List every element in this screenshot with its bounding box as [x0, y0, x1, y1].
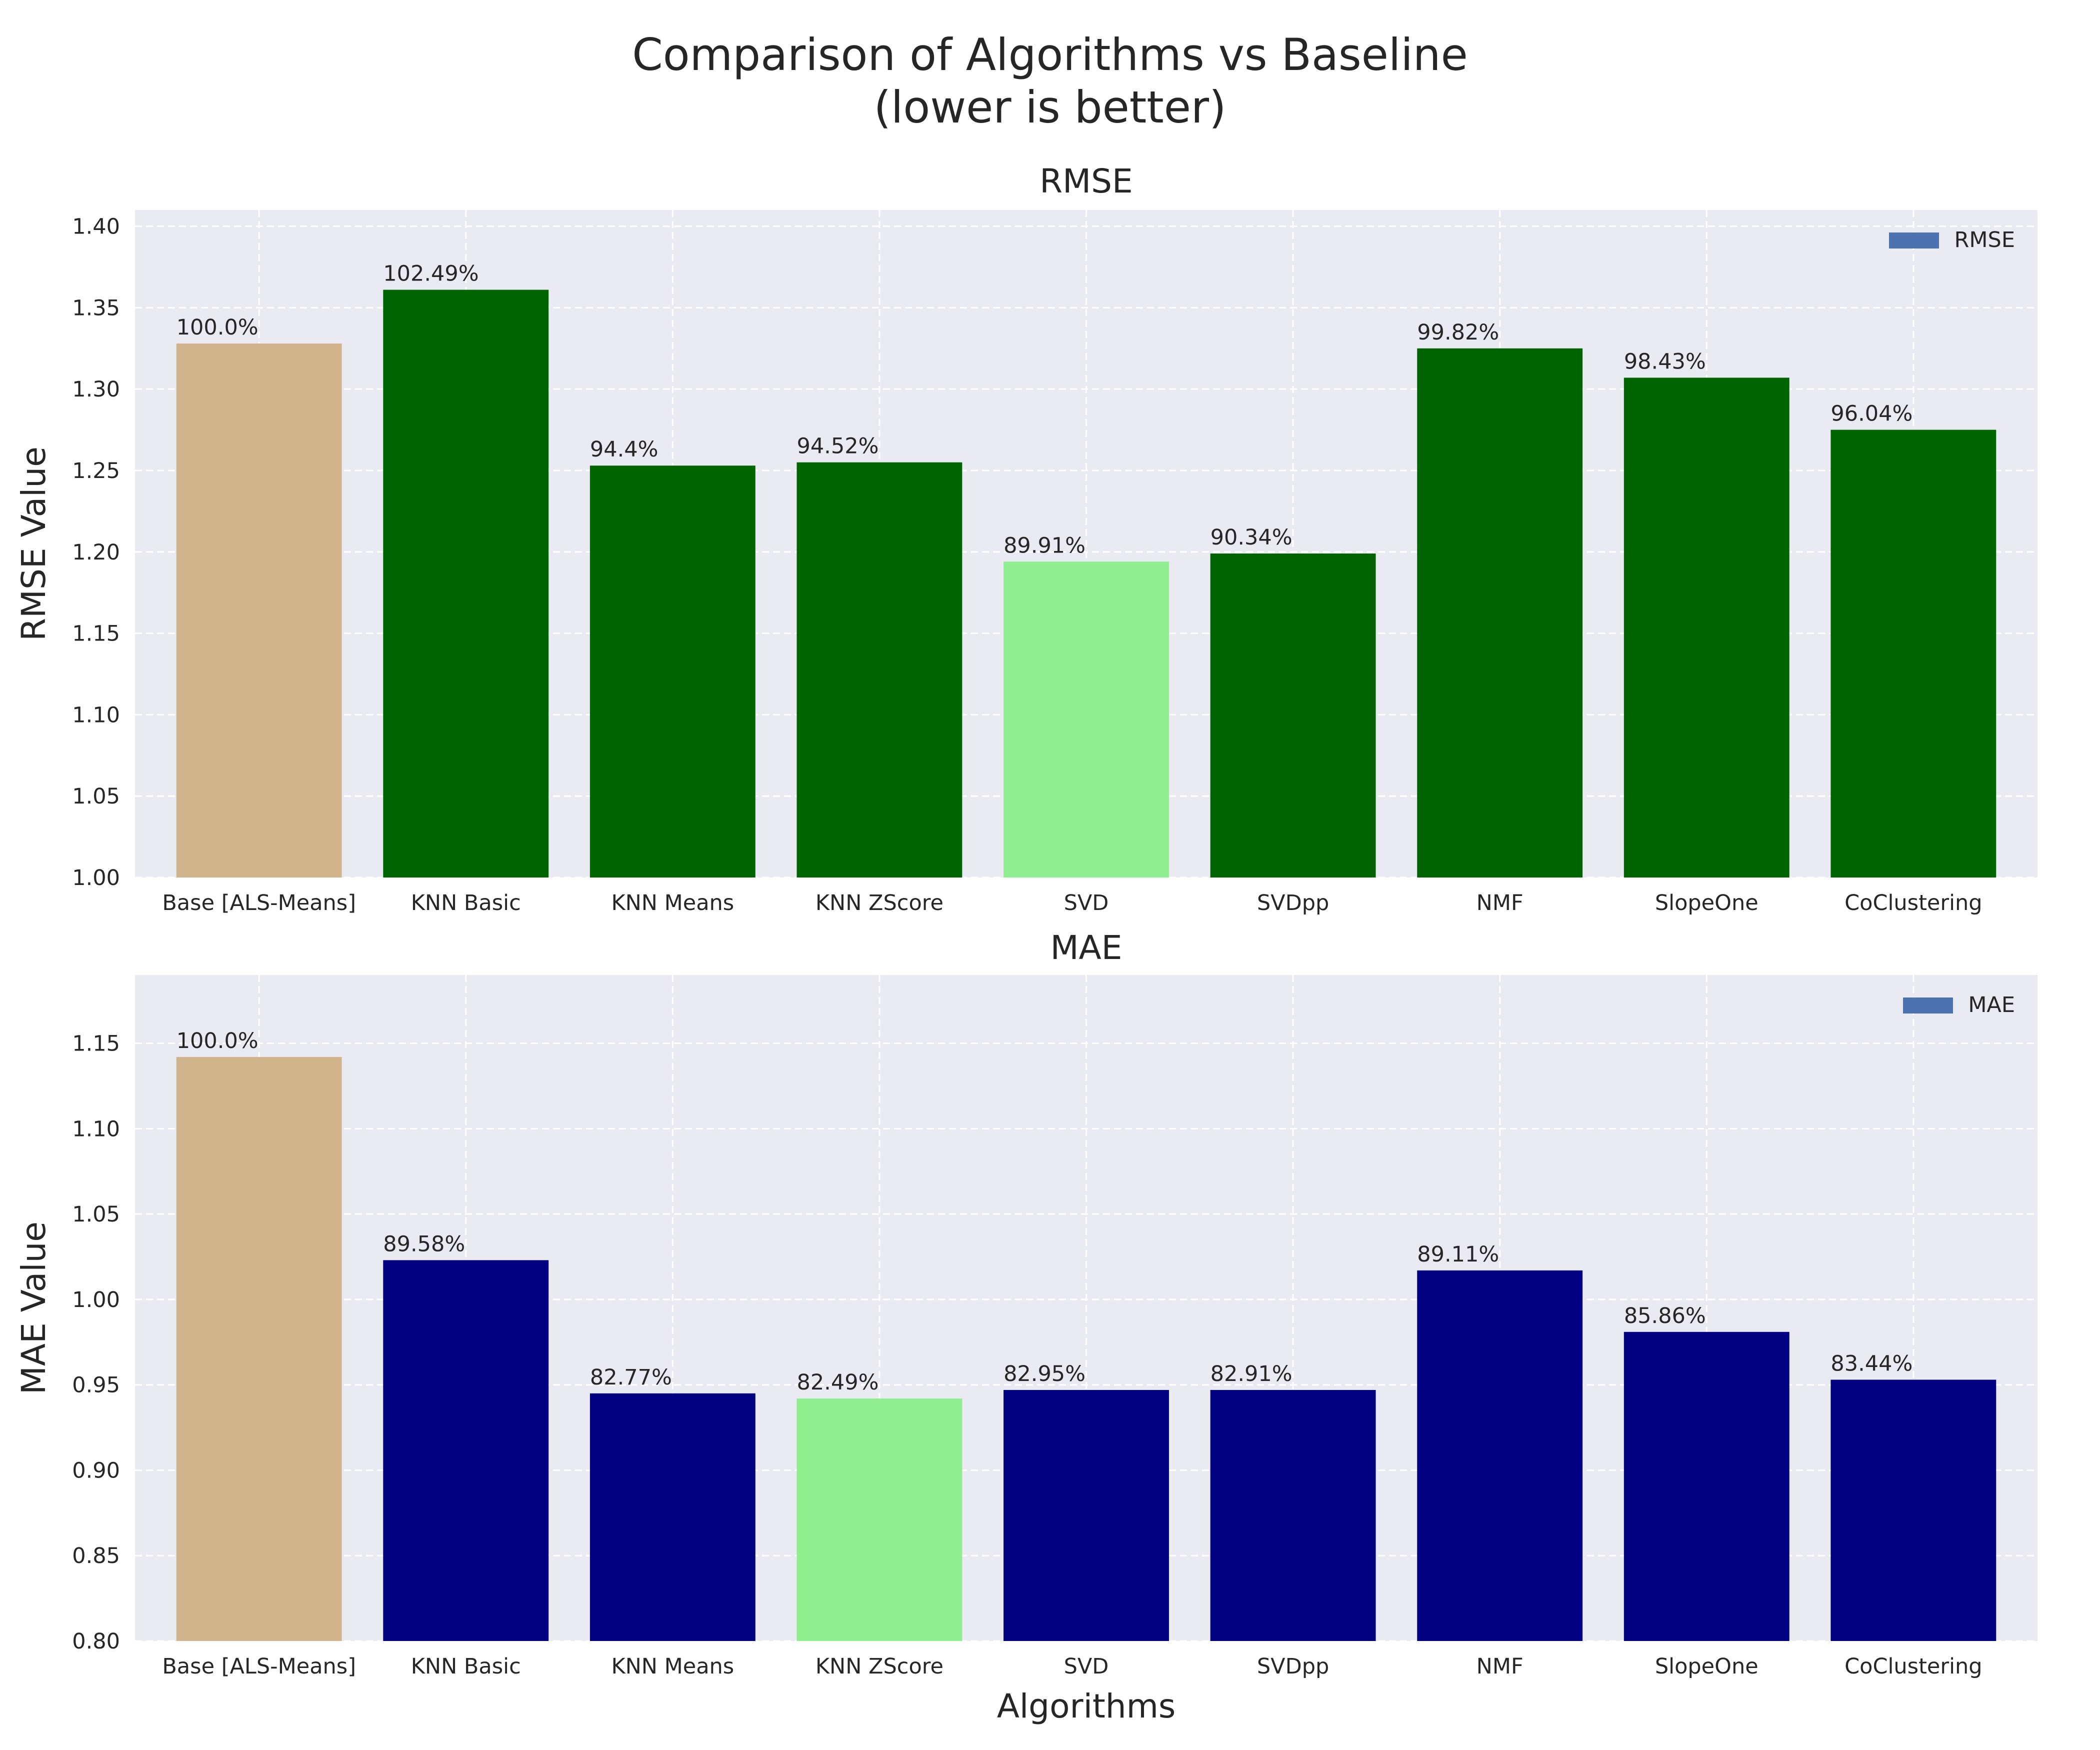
rmse-xtick-label: SVDpp: [1257, 890, 1329, 916]
rmse-bar: [1830, 430, 1996, 878]
rmse-legend: RMSE: [1889, 228, 2015, 252]
mae-bar-label: 85.86%: [1624, 1304, 1706, 1328]
rmse-xtick-label: KNN Basic: [411, 890, 521, 916]
mae-xtick-label: Base [ALS-Means]: [162, 1654, 356, 1679]
figure-title: Comparison of Algorithms vs Baseline: [632, 29, 1468, 80]
rmse-bar: [383, 290, 549, 878]
rmse-title: RMSE: [1040, 162, 1132, 200]
mae-bar-label: 89.58%: [383, 1232, 465, 1256]
rmse-ytick-label: 1.10: [72, 702, 120, 728]
rmse-bar-label: 94.52%: [796, 434, 878, 459]
mae-legend-label: MAE: [1968, 992, 2015, 1018]
rmse-bar-label: 98.43%: [1624, 349, 1706, 374]
rmse-legend-label: RMSE: [1954, 228, 2015, 252]
mae-chart: 0.80 0.85 0.90 0.95 1.00 1.05 1.10 1.15 Base [AL…: [14, 928, 2038, 1726]
rmse-bar: [176, 344, 342, 878]
mae-bar-label: 83.44%: [1830, 1351, 1912, 1376]
rmse-xtick-label: NMF: [1476, 890, 1524, 916]
mae-ytick-label: 0.95: [72, 1373, 120, 1398]
mae-xtick-label: NMF: [1476, 1654, 1524, 1679]
rmse-ytick-label: 1.05: [72, 784, 120, 809]
mae-ytick-label: 1.05: [72, 1202, 120, 1227]
rmse-ylabel: RMSE Value: [14, 446, 53, 641]
mae-bar-label: 82.95%: [1004, 1362, 1086, 1386]
mae-ytick-label: 0.80: [72, 1629, 120, 1654]
rmse-bar-label: 90.34%: [1210, 525, 1292, 550]
mae-bar-label: 89.11%: [1417, 1242, 1499, 1267]
rmse-bar: [1004, 562, 1169, 878]
mae-bar-label: 82.77%: [590, 1365, 672, 1390]
mae-ytick-label: 0.90: [72, 1458, 120, 1483]
mae-ylabel: MAE Value: [14, 1222, 53, 1394]
mae-xtick-label: SlopeOne: [1655, 1654, 1758, 1679]
rmse-ytick-label: 1.15: [72, 622, 120, 646]
mae-xtick-label: SVD: [1064, 1654, 1109, 1679]
rmse-bar-label: 100.0%: [176, 315, 258, 340]
mae-xtick-label: KNN ZScore: [816, 1654, 944, 1679]
mae-xtick-label: KNN Means: [611, 1654, 734, 1679]
mae-xlabel: Algorithms: [997, 1687, 1176, 1726]
rmse-xtick-label: SlopeOne: [1655, 890, 1758, 916]
rmse-chart: 1.00 1.05 1.10 1.15 1.20 1.25 1.30 1.35 1.40 Base…: [14, 162, 2038, 916]
mae-bar: [796, 1398, 962, 1641]
mae-bar-label: 82.91%: [1210, 1362, 1292, 1386]
rmse-xtick-label: Base [ALS-Means]: [162, 890, 356, 916]
rmse-bar: [590, 466, 756, 878]
mae-bar: [1624, 1332, 1790, 1641]
rmse-bar: [1417, 348, 1583, 878]
rmse-bar-label: 102.49%: [383, 262, 478, 286]
rmse-ytick-label: 1.25: [72, 458, 120, 484]
rmse-bar-label: 94.4%: [590, 437, 658, 462]
mae-bar: [1004, 1390, 1169, 1641]
mae-legend-swatch: [1903, 998, 1953, 1014]
mae-bar: [1830, 1380, 1996, 1641]
rmse-bar: [1624, 378, 1790, 878]
mae-bar-label: 100.0%: [176, 1028, 258, 1054]
mae-ytick-label: 1.15: [72, 1032, 120, 1056]
mae-xtick-label: CoClustering: [1844, 1654, 1982, 1679]
rmse-xtick-label: CoClustering: [1844, 890, 1982, 916]
mae-bar: [1210, 1390, 1376, 1641]
mae-bar: [383, 1260, 549, 1641]
rmse-ytick-label: 1.40: [72, 214, 120, 240]
rmse-xtick-label: KNN Means: [611, 890, 734, 916]
rmse-bar: [1210, 554, 1376, 878]
rmse-ytick-label: 1.00: [72, 866, 120, 890]
rmse-ytick-label: 1.20: [72, 540, 120, 565]
figure-subtitle: (lower is better): [874, 82, 1226, 133]
mae-title: MAE: [1050, 928, 1122, 967]
mae-bar: [1417, 1270, 1583, 1641]
rmse-bar-label: 96.04%: [1830, 402, 1912, 426]
rmse-xtick-label: KNN ZScore: [816, 890, 944, 916]
mae-ytick-label: 1.00: [72, 1288, 120, 1312]
rmse-bar-label: 99.82%: [1417, 320, 1499, 345]
rmse-legend-swatch: [1889, 232, 1939, 248]
rmse-bar-label: 89.91%: [1004, 533, 1086, 558]
mae-ytick-label: 1.10: [72, 1116, 120, 1142]
mae-xtick-label: SVDpp: [1257, 1654, 1329, 1679]
rmse-bar: [796, 462, 962, 878]
rmse-ytick-label: 1.35: [72, 296, 120, 320]
mae-bar: [176, 1056, 342, 1641]
mae-xtick-label: KNN Basic: [411, 1654, 521, 1679]
rmse-ytick-label: 1.30: [72, 377, 120, 402]
mae-ytick-label: 0.85: [72, 1544, 120, 1568]
rmse-xtick-label: SVD: [1064, 890, 1109, 916]
mae-legend: MAE: [1903, 992, 2015, 1018]
mae-bar-label: 82.49%: [796, 1370, 878, 1395]
mae-bar: [590, 1393, 756, 1641]
